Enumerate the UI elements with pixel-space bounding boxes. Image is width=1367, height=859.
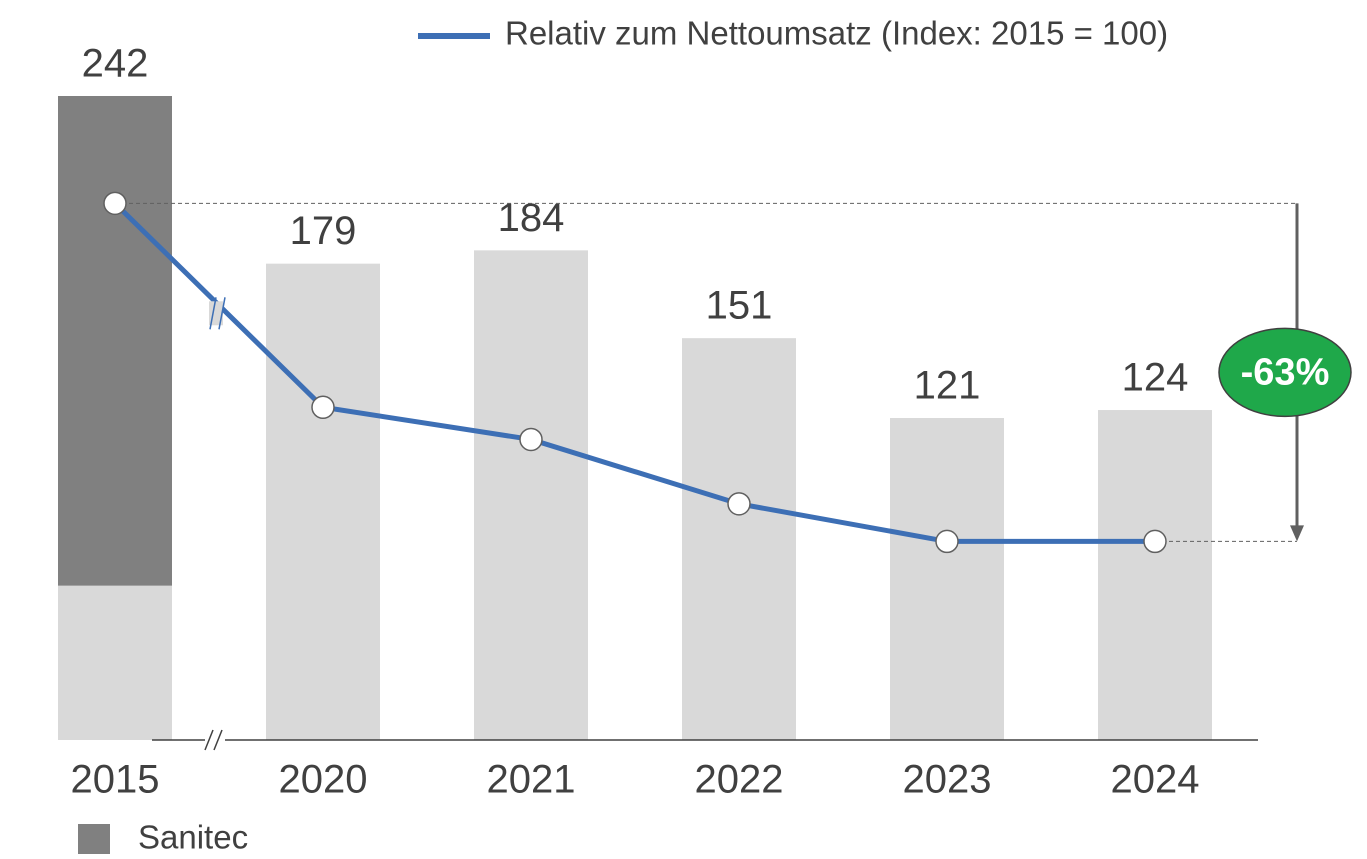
- annotation: -63%: [1241, 351, 1330, 393]
- bar: [266, 263, 380, 740]
- line: [113, 201, 1155, 544]
- legend-label: Sanitec: [138, 819, 248, 856]
- bar: [474, 250, 588, 740]
- line-break: [209, 297, 226, 330]
- value-label: 179: [290, 209, 357, 253]
- axis-break: [204, 729, 223, 751]
- bar: [1098, 410, 1212, 740]
- x-tick-label: 2020: [279, 758, 368, 802]
- x-tick-label: 2024: [1111, 758, 1200, 802]
- line-point: [311, 395, 335, 420]
- x-tick-label: 2021: [487, 758, 576, 802]
- x-tick-label: 2022: [695, 758, 784, 802]
- value-label: 124: [1122, 356, 1189, 400]
- line-point: [727, 492, 751, 516]
- annotation-badge: [1218, 327, 1352, 418]
- annotation-arrowhead: [1290, 525, 1304, 542]
- value-label: 242: [82, 42, 149, 86]
- line-point: [103, 191, 127, 216]
- line-point: [1143, 529, 1167, 554]
- bar: [58, 96, 172, 586]
- legend-swatch: [78, 824, 110, 854]
- value-label: 151: [706, 284, 773, 328]
- line-point: [519, 427, 543, 452]
- value-label: 121: [914, 364, 981, 408]
- legend-label: Relativ zum Nettoumsatz (Index: 2015 = 1…: [505, 15, 1168, 52]
- x-tick-label: 2015: [71, 758, 160, 802]
- bar: [58, 585, 172, 740]
- x-tick-label: 2023: [903, 758, 992, 802]
- value-label: 184: [498, 196, 565, 240]
- bar: [682, 338, 796, 740]
- line-point: [935, 529, 959, 554]
- bar: [890, 418, 1004, 740]
